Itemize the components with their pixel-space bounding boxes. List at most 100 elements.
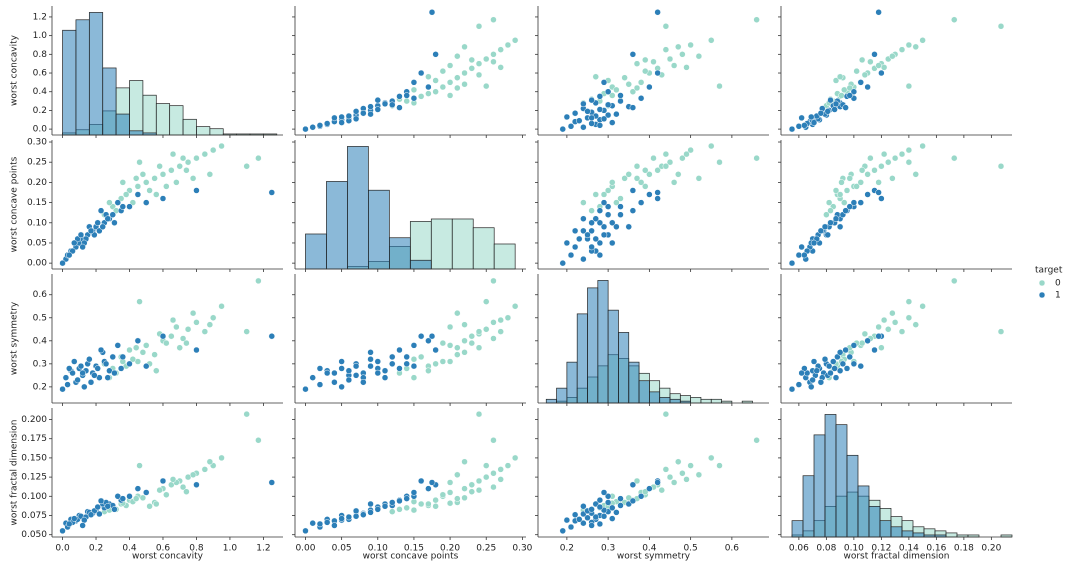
scatter-point — [871, 167, 878, 174]
scatter-point — [77, 231, 85, 239]
scatter-point — [675, 43, 682, 51]
scatter-point — [798, 243, 805, 251]
scatter-point — [843, 187, 851, 194]
scatter-point — [600, 231, 608, 239]
scatter-point — [662, 466, 670, 473]
scatter-point — [268, 479, 276, 486]
scatter-point — [338, 113, 345, 121]
scatter-point — [119, 353, 127, 361]
scatter-point — [836, 223, 844, 231]
scatter-point — [65, 365, 73, 372]
y-tick-label: 0.6 — [33, 290, 48, 300]
scatter-point — [475, 328, 483, 335]
scatter-point — [490, 319, 497, 326]
scatter-point — [81, 516, 88, 524]
scatter-point — [670, 179, 678, 186]
scatter-point — [695, 52, 703, 60]
scatter-point — [139, 171, 147, 178]
scatter-point — [316, 122, 324, 129]
scatter-point — [629, 481, 637, 489]
scatter-point — [576, 516, 583, 523]
y-axis-label: worst concave points — [10, 156, 20, 252]
scatter-point — [439, 83, 447, 91]
scatter-point — [136, 158, 143, 166]
hist-bar — [169, 105, 184, 136]
scatter-point — [588, 96, 595, 104]
scatter-point — [102, 360, 110, 368]
scatter-point — [490, 437, 497, 444]
scatter-point — [268, 332, 276, 340]
scatter-point — [871, 346, 878, 354]
scatter-point — [316, 365, 324, 372]
x-tick-label: 0.10 — [368, 544, 388, 554]
scatter-point — [104, 374, 111, 381]
scatter-point — [613, 223, 620, 231]
scatter-point — [832, 187, 840, 194]
scatter-point — [153, 191, 160, 198]
scatter-point — [126, 360, 133, 368]
scatter-point — [563, 239, 571, 247]
hist-bar — [669, 398, 681, 404]
scatter-point — [425, 367, 432, 374]
scatter-point — [617, 195, 624, 202]
scatter-point — [809, 376, 816, 384]
scatter-point — [417, 93, 425, 100]
scatter-point — [352, 372, 360, 379]
scatter-point — [662, 23, 670, 30]
scatter-point — [600, 115, 608, 123]
scatter-point — [446, 323, 454, 331]
hist-bar — [791, 520, 804, 538]
scatter-point — [511, 37, 519, 44]
scatter-point — [367, 362, 374, 370]
scatter-point — [633, 84, 641, 92]
scatter-point — [559, 259, 566, 267]
scatter-point — [255, 277, 262, 285]
scatter-point — [853, 183, 860, 190]
hist-bar — [690, 397, 702, 404]
scatter-point — [432, 51, 439, 58]
scatter-point — [584, 108, 591, 115]
scatter-point — [912, 321, 919, 328]
y-tick-label: 0.00 — [27, 259, 47, 269]
scatter-point — [912, 171, 919, 178]
x-axis-label: worst concavity — [132, 552, 204, 562]
scatter-point — [425, 500, 432, 508]
scatter-point — [580, 100, 587, 108]
scatter-point — [567, 123, 575, 130]
scatter-point — [352, 115, 360, 123]
x-tick-label: 0.10 — [844, 544, 864, 554]
x-tick-label: 0.2 — [89, 544, 103, 554]
scatter-point — [633, 60, 641, 67]
scatter-point — [625, 80, 632, 88]
scatter-point — [617, 211, 624, 218]
scatter-point — [827, 369, 834, 377]
scatter-point — [604, 187, 612, 194]
scatter-point — [600, 199, 608, 206]
x-tick-label: 0.3 — [601, 544, 615, 554]
scatter-point — [417, 500, 425, 508]
scatter-point — [132, 344, 140, 351]
scatter-point — [81, 383, 88, 391]
y-tick-label: 0.20 — [27, 178, 47, 188]
scatter-point — [592, 235, 599, 243]
scatter-point — [114, 342, 122, 349]
scatter-point — [604, 499, 612, 506]
scatter-point — [410, 95, 418, 102]
scatter-point — [104, 503, 111, 510]
scatter-point — [345, 376, 353, 384]
x-tick-label: 0.05 — [332, 544, 352, 554]
scatter-point — [788, 125, 796, 133]
scatter-point — [183, 167, 190, 174]
scatter-point — [596, 520, 604, 528]
scatter-point — [617, 92, 624, 99]
scatter-point — [79, 243, 86, 251]
scatter-point — [79, 369, 86, 377]
scatter-point — [302, 385, 309, 393]
x-axis-label: worst symmetry — [617, 552, 691, 562]
scatter-point — [504, 41, 512, 49]
scatter-point — [600, 489, 608, 496]
scatter-point — [891, 319, 899, 326]
hist-bar — [409, 259, 432, 270]
hist-bar — [618, 332, 630, 404]
